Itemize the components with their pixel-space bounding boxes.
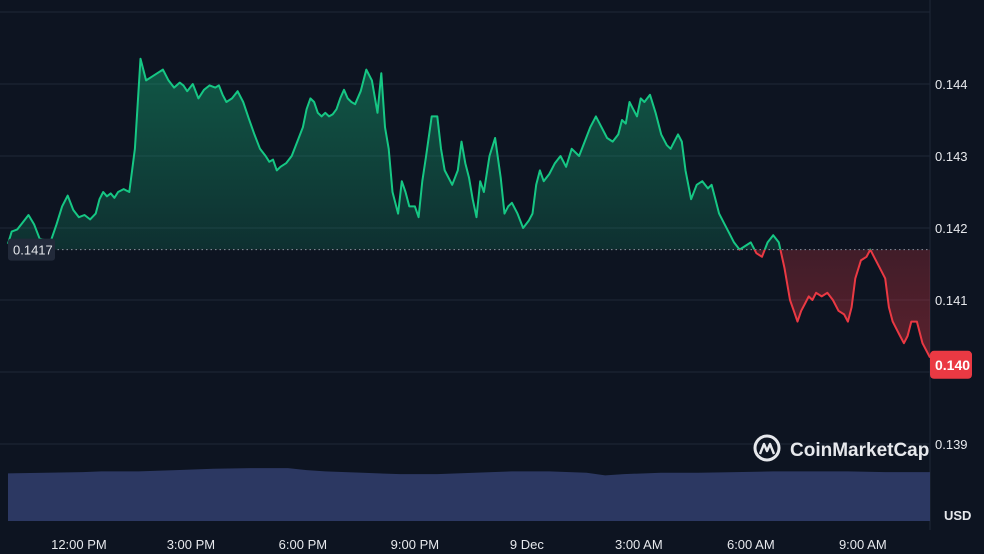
current-price-badge: 0.140 (930, 350, 972, 379)
y-axis-ticks: 0.139 0.140 0.141 0.142 0.143 0.144 (935, 77, 968, 452)
area-above-baseline (8, 58, 930, 250)
x-tick-label: 9:00 PM (391, 537, 439, 552)
price-lines (7, 57, 930, 359)
y-unit-label: USD (944, 508, 971, 523)
x-tick-label: 12:00 PM (51, 537, 107, 552)
coinmarketcap-logo-icon (753, 434, 781, 462)
x-tick-label: 3:00 PM (167, 537, 215, 552)
volume-bars (8, 468, 930, 521)
y-tick-label: 0.142 (935, 221, 968, 236)
area-below-baseline (754, 249, 930, 358)
baseline-value: 0.1417 (13, 243, 53, 258)
watermark-text: CoinMarketCap (790, 440, 929, 461)
x-tick-label: 9 Dec (510, 537, 544, 552)
volume-area (8, 468, 930, 521)
current-price-value: 0.140 (935, 357, 970, 373)
coinmarketcap-watermark: CoinMarketCap (753, 434, 929, 462)
price-line-up (7, 57, 872, 250)
baseline-label: 0.1417 (8, 238, 55, 261)
y-tick-label: 0.141 (935, 293, 968, 308)
y-tick-label: 0.144 (935, 77, 968, 92)
x-tick-label: 3:00 AM (615, 537, 663, 552)
x-axis-ticks: 12:00 PM 3:00 PM 6:00 PM 9:00 PM 9 Dec 3:00 A… (51, 537, 887, 552)
price-area (8, 58, 930, 358)
x-tick-label: 9:00 AM (839, 537, 887, 552)
x-tick-label: 6:00 AM (727, 537, 775, 552)
y-tick-label: 0.143 (935, 149, 968, 164)
x-tick-label: 6:00 PM (279, 537, 327, 552)
y-tick-label: 0.139 (935, 437, 968, 452)
